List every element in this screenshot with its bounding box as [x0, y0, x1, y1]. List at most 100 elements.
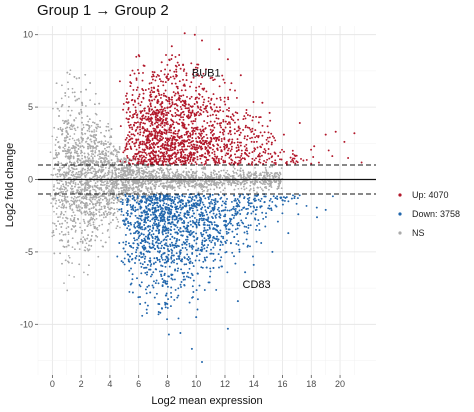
- ns-point: [106, 174, 108, 177]
- ns-point: [213, 174, 216, 176]
- ns-point: [95, 148, 98, 150]
- ns-point: [108, 202, 111, 205]
- ns-point: [161, 185, 164, 188]
- ns-point: [100, 195, 103, 197]
- ns-point: [91, 130, 93, 133]
- ns-point: [266, 182, 269, 185]
- ns-point: [115, 169, 117, 172]
- ns-point: [197, 176, 200, 179]
- ns-point: [72, 211, 75, 214]
- ns-point: [70, 188, 73, 191]
- ns-point: [240, 177, 242, 179]
- ns-point: [112, 214, 115, 217]
- ns-point: [96, 200, 99, 202]
- ns-point: [104, 159, 107, 162]
- ns-point: [100, 131, 102, 134]
- ns-point: [88, 128, 90, 130]
- ns-point: [61, 262, 63, 265]
- ns-point: [129, 166, 132, 169]
- ns-point: [109, 171, 111, 174]
- ns-point: [65, 152, 67, 155]
- ns-point: [106, 213, 109, 216]
- ns-point: [162, 176, 165, 179]
- ns-point: [106, 187, 109, 190]
- ns-point: [136, 191, 139, 194]
- ns-point: [92, 221, 95, 224]
- ns-point: [246, 173, 249, 176]
- ns-point: [171, 171, 174, 174]
- ns-point: [58, 170, 61, 173]
- ns-point: [55, 213, 58, 215]
- ns-point: [138, 195, 141, 198]
- ns-point: [67, 96, 70, 98]
- ns-point: [78, 97, 80, 100]
- ns-point: [89, 203, 91, 205]
- ns-point: [105, 200, 108, 202]
- ns-point: [86, 115, 89, 118]
- ns-point: [55, 191, 57, 194]
- ns-point: [76, 241, 79, 244]
- ns-point: [111, 169, 114, 172]
- ns-point: [67, 184, 69, 187]
- ns-point: [74, 141, 77, 144]
- ns-point: [185, 171, 188, 173]
- ns-point: [63, 186, 66, 189]
- ns-point: [107, 122, 110, 125]
- ns-point: [113, 208, 116, 211]
- ns-point: [98, 208, 101, 211]
- ns-point: [94, 182, 97, 184]
- ns-point: [269, 173, 271, 176]
- ns-point: [186, 182, 188, 185]
- ns-point: [124, 183, 126, 186]
- ns-point: [67, 254, 70, 257]
- ns-point: [262, 189, 264, 192]
- ns-point: [79, 222, 81, 225]
- ns-point: [86, 169, 89, 172]
- ns-point: [77, 158, 80, 160]
- ns-point: [92, 223, 95, 226]
- ns-point: [84, 132, 87, 135]
- ns-point: [150, 172, 152, 175]
- ns-point: [100, 188, 103, 191]
- ns-point: [62, 146, 65, 149]
- ns-point: [211, 180, 213, 182]
- ns-point: [98, 150, 100, 152]
- ns-point: [70, 187, 72, 190]
- ns-point: [265, 170, 268, 172]
- ns-point: [202, 180, 204, 182]
- ns-point: [69, 183, 72, 185]
- ns-point: [61, 133, 63, 136]
- ns-point: [124, 181, 127, 184]
- ns-point: [86, 156, 89, 158]
- ns-point: [209, 188, 212, 191]
- ns-point: [224, 175, 226, 178]
- ns-point: [215, 183, 218, 185]
- ns-point: [116, 225, 119, 227]
- ns-point: [66, 200, 69, 203]
- ns-point: [147, 187, 149, 189]
- ns-point: [130, 176, 132, 179]
- ns-point: [67, 149, 70, 151]
- ns-point: [204, 168, 207, 170]
- ns-point: [73, 175, 76, 178]
- ns-point: [144, 166, 147, 169]
- ns-point: [75, 168, 78, 170]
- ns-point: [73, 127, 76, 130]
- ns-point: [76, 139, 78, 141]
- ns-point: [59, 191, 62, 194]
- ns-point: [70, 196, 73, 199]
- ns-point: [230, 183, 233, 186]
- ns-point: [57, 169, 59, 171]
- ns-point: [210, 171, 213, 174]
- ns-point: [254, 173, 257, 176]
- ns-point: [111, 184, 114, 186]
- ns-point: [62, 217, 64, 219]
- ns-point: [73, 133, 76, 135]
- ns-point: [117, 176, 120, 179]
- ns-point: [249, 188, 252, 190]
- ns-point: [97, 165, 100, 168]
- ns-point: [114, 197, 117, 200]
- ns-point: [250, 173, 253, 175]
- ns-point: [87, 223, 90, 226]
- ns-point: [81, 139, 84, 142]
